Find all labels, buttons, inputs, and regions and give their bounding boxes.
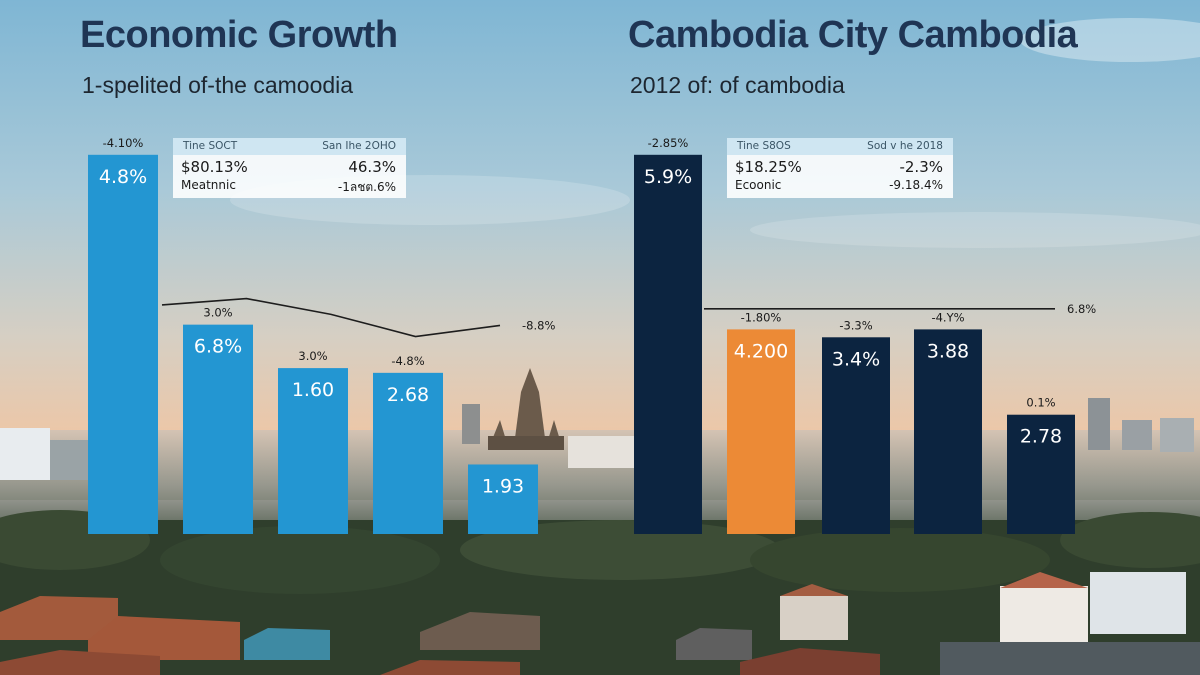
bar-value-label: 3.4% (832, 348, 880, 370)
bar-value-label: 4.200 (734, 340, 788, 362)
bar-top-label: -4.Y% (931, 310, 964, 324)
bar-value-label: 5.9% (644, 166, 692, 188)
bar-value-label: 2.68 (387, 384, 429, 406)
bar-top-label: 0.1% (1026, 396, 1055, 410)
legend-label: Ecoonic (735, 178, 782, 192)
right-chart-title: Cambodia City Cambodia (628, 14, 1078, 56)
bar-value-label: 6.8% (194, 336, 242, 358)
left-chart-title: Economic Growth (80, 14, 398, 56)
bar-value-label: 2.78 (1020, 426, 1062, 448)
legend-row: Ecoonic -9.18.4% (727, 177, 953, 195)
legend-header: Tine SOCT San Ihe 2OHO (173, 138, 406, 155)
legend-row: $18.25% -2.3% (727, 155, 953, 177)
left-bar-chart: 4.8% -4.10% 6.8% 3.0% 1.60 3.0% 2.68 -4.8% 1.93 -… (88, 136, 555, 535)
legend-row: $80.13% 46.3% (173, 155, 406, 177)
legend-header-right: Sod v he 2018 (867, 140, 943, 152)
bar-top-label: 3.0% (203, 306, 232, 320)
legend-value: 46.3% (348, 158, 396, 176)
bar-top-label: 3.0% (298, 349, 327, 363)
bar-top-label: -4.10% (103, 136, 144, 150)
legend-row: Meatnnic -1ลชต.6% (173, 177, 406, 195)
legend-header-right: San Ihe 2OHO (322, 140, 396, 152)
right-legend-box: Tine S8OS Sod v he 2018 $18.25% -2.3% Ec… (727, 138, 953, 198)
legend-value: $18.25% (735, 158, 802, 176)
legend-value: -1ลชต.6% (337, 180, 396, 194)
chart-bar (88, 154, 158, 535)
legend-header-left: Tine SOCT (183, 140, 238, 152)
left-chart-subtitle: 1-spelited of-the camoodia (82, 72, 354, 98)
chart-bar (822, 337, 890, 534)
chart-bar (914, 329, 982, 534)
trend-line-end-label: 6.8% (1067, 302, 1096, 316)
chart-bar (468, 464, 538, 534)
trend-line-end-label: -8.8% (522, 318, 555, 332)
bar-top-label: -4.8% (391, 354, 424, 368)
bar-value-label: 4.8% (99, 166, 147, 188)
legend-header-left: Tine S8OS (737, 140, 791, 152)
bar-value-label: 1.93 (482, 475, 524, 497)
right-bar-chart: 5.9% -2.85% 4.200 -1.80% 3.4% -3.3% 3.88 -4.Y% 2… (634, 136, 1096, 535)
chart-bar (727, 329, 795, 534)
bar-top-label: -1.80% (741, 310, 782, 324)
legend-header: Tine S8OS Sod v he 2018 (727, 138, 953, 155)
bar-value-label: 1.60 (292, 379, 334, 401)
chart-bar (1007, 414, 1075, 534)
legend-value: -2.3% (899, 158, 943, 176)
chart-bar (278, 368, 348, 534)
chart-bar (634, 154, 702, 535)
legend-value: -9.18.4% (889, 178, 943, 192)
bar-top-label: -2.85% (648, 136, 689, 150)
bar-value-label: 3.88 (927, 340, 969, 362)
trend-line (161, 297, 501, 338)
legend-label: Meatnnic (181, 178, 236, 192)
left-legend-box: Tine SOCT San Ihe 2OHO $80.13% 46.3% Mea… (173, 138, 406, 198)
bar-top-label: -3.3% (839, 318, 872, 332)
right-chart-subtitle: 2012 of: of cambodia (630, 72, 845, 98)
legend-value: $80.13% (181, 158, 248, 176)
chart-bar (373, 372, 443, 534)
chart-bar (183, 324, 253, 534)
